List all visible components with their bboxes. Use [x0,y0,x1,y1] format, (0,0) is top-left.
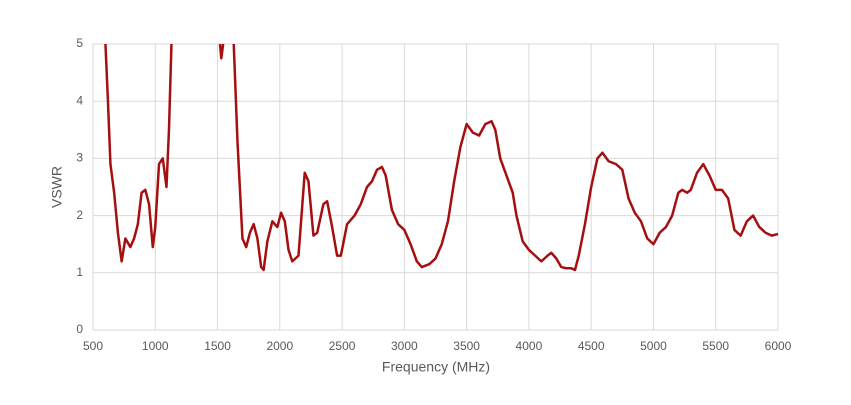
x-tick-label: 5000 [640,339,667,353]
x-tick-label: 3500 [453,339,480,353]
y-tick-label: 1 [76,265,83,279]
x-tick-label: 4500 [578,339,605,353]
data-line [104,43,779,272]
x-tick-label: 3000 [391,339,418,353]
x-tick-label: 1500 [204,339,231,353]
x-axis-label: Frequency (MHz) [382,359,490,375]
y-tick-label: 4 [76,93,83,107]
x-tick-label: 2500 [329,339,356,353]
x-tick-label: 4000 [516,339,543,353]
x-tick-label: 1000 [142,339,169,353]
x-tick-label: 5500 [702,339,729,353]
x-tick-label: 500 [83,339,103,353]
x-tick-label: 6000 [765,339,792,353]
y-tick-label: 5 [76,36,83,50]
y-axis-label: VSWR [49,166,65,208]
y-tick-label: 0 [76,322,83,336]
y-tick-label: 3 [76,151,83,165]
y-tick-label: 2 [76,208,83,222]
x-tick-label: 2000 [266,339,293,353]
